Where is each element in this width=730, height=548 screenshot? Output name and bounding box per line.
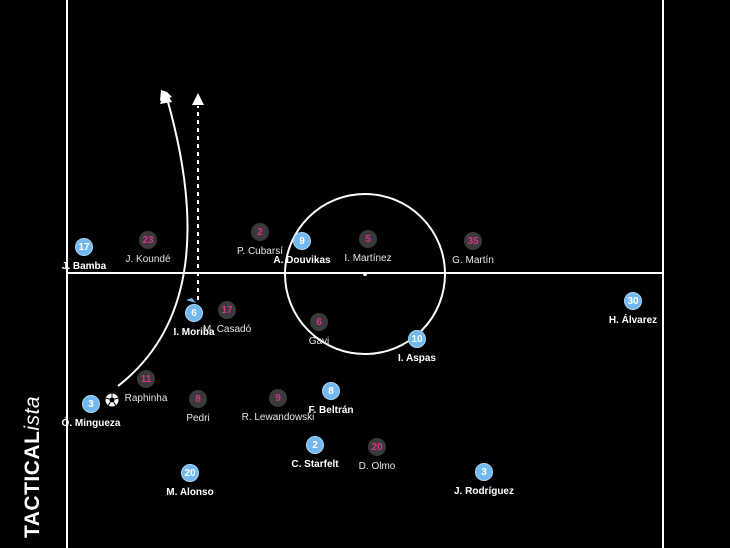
player-number-badge: 10 [408,330,426,348]
player-name: G. Martín [452,255,494,266]
player-name: Ó. Mingueza [61,418,121,429]
player-number-badge: 3 [475,463,493,481]
player-number-badge: 8 [322,382,340,400]
player-name: Gavi [308,336,330,347]
player-name: I. Martínez [344,253,392,264]
player-name: J. Koundé [125,254,171,265]
player-name: F. Beltrán [308,405,354,416]
centre-spot [363,272,367,276]
player-number-badge: 9 [269,389,287,407]
marker-tail [186,298,196,303]
player-name: M. Alonso [166,487,214,498]
brand-strong: TACTICAL [21,430,44,538]
football-icon [104,392,120,408]
player-name: A. Douvikas [273,255,331,266]
player-number-badge: 6 [310,313,328,331]
player-number-badge: 30 [624,292,642,310]
player-number-badge: 8 [189,390,207,408]
player-name: D. Olmo [358,461,396,472]
player-name: Pedri [186,413,210,424]
player-name: I. Moriba [173,327,215,338]
arrowhead-curved-tip [160,91,172,104]
centre-circle [284,193,446,355]
player-number-badge: 2 [306,436,324,454]
player-number-badge: 20 [181,464,199,482]
player-number-badge: 11 [137,370,155,388]
player-name: J. Bamba [61,261,107,272]
run-arrow-curved [117,101,189,387]
player-number-badge: 3 [82,395,100,413]
player-number-badge: 35 [464,232,482,250]
player-name: R. Lewandowski [241,412,315,423]
player-name: P. Cubarsí [237,246,283,257]
player-name: I. Aspas [398,353,436,364]
player-number-badge: 23 [139,231,157,249]
arrowhead-dashed [192,93,204,105]
player-name: C. Starfelt [291,459,339,470]
brand-light: ista [21,395,44,431]
player-number-badge: 9 [293,232,311,250]
player-number-badge: 2 [251,223,269,241]
player-name: M. Casadó [202,324,252,335]
player-name: Raphinha [124,393,168,404]
player-number-badge: 20 [368,438,386,456]
player-name: J. Rodríguez [453,486,515,497]
brand-logo: TACTICALista [21,396,45,538]
player-number-badge: 17 [75,238,93,256]
player-name: H. Álvarez [608,315,658,326]
player-number-badge: 17 [218,301,236,319]
player-number-badge: 5 [359,230,377,248]
player-number-badge: 6 [185,304,203,322]
